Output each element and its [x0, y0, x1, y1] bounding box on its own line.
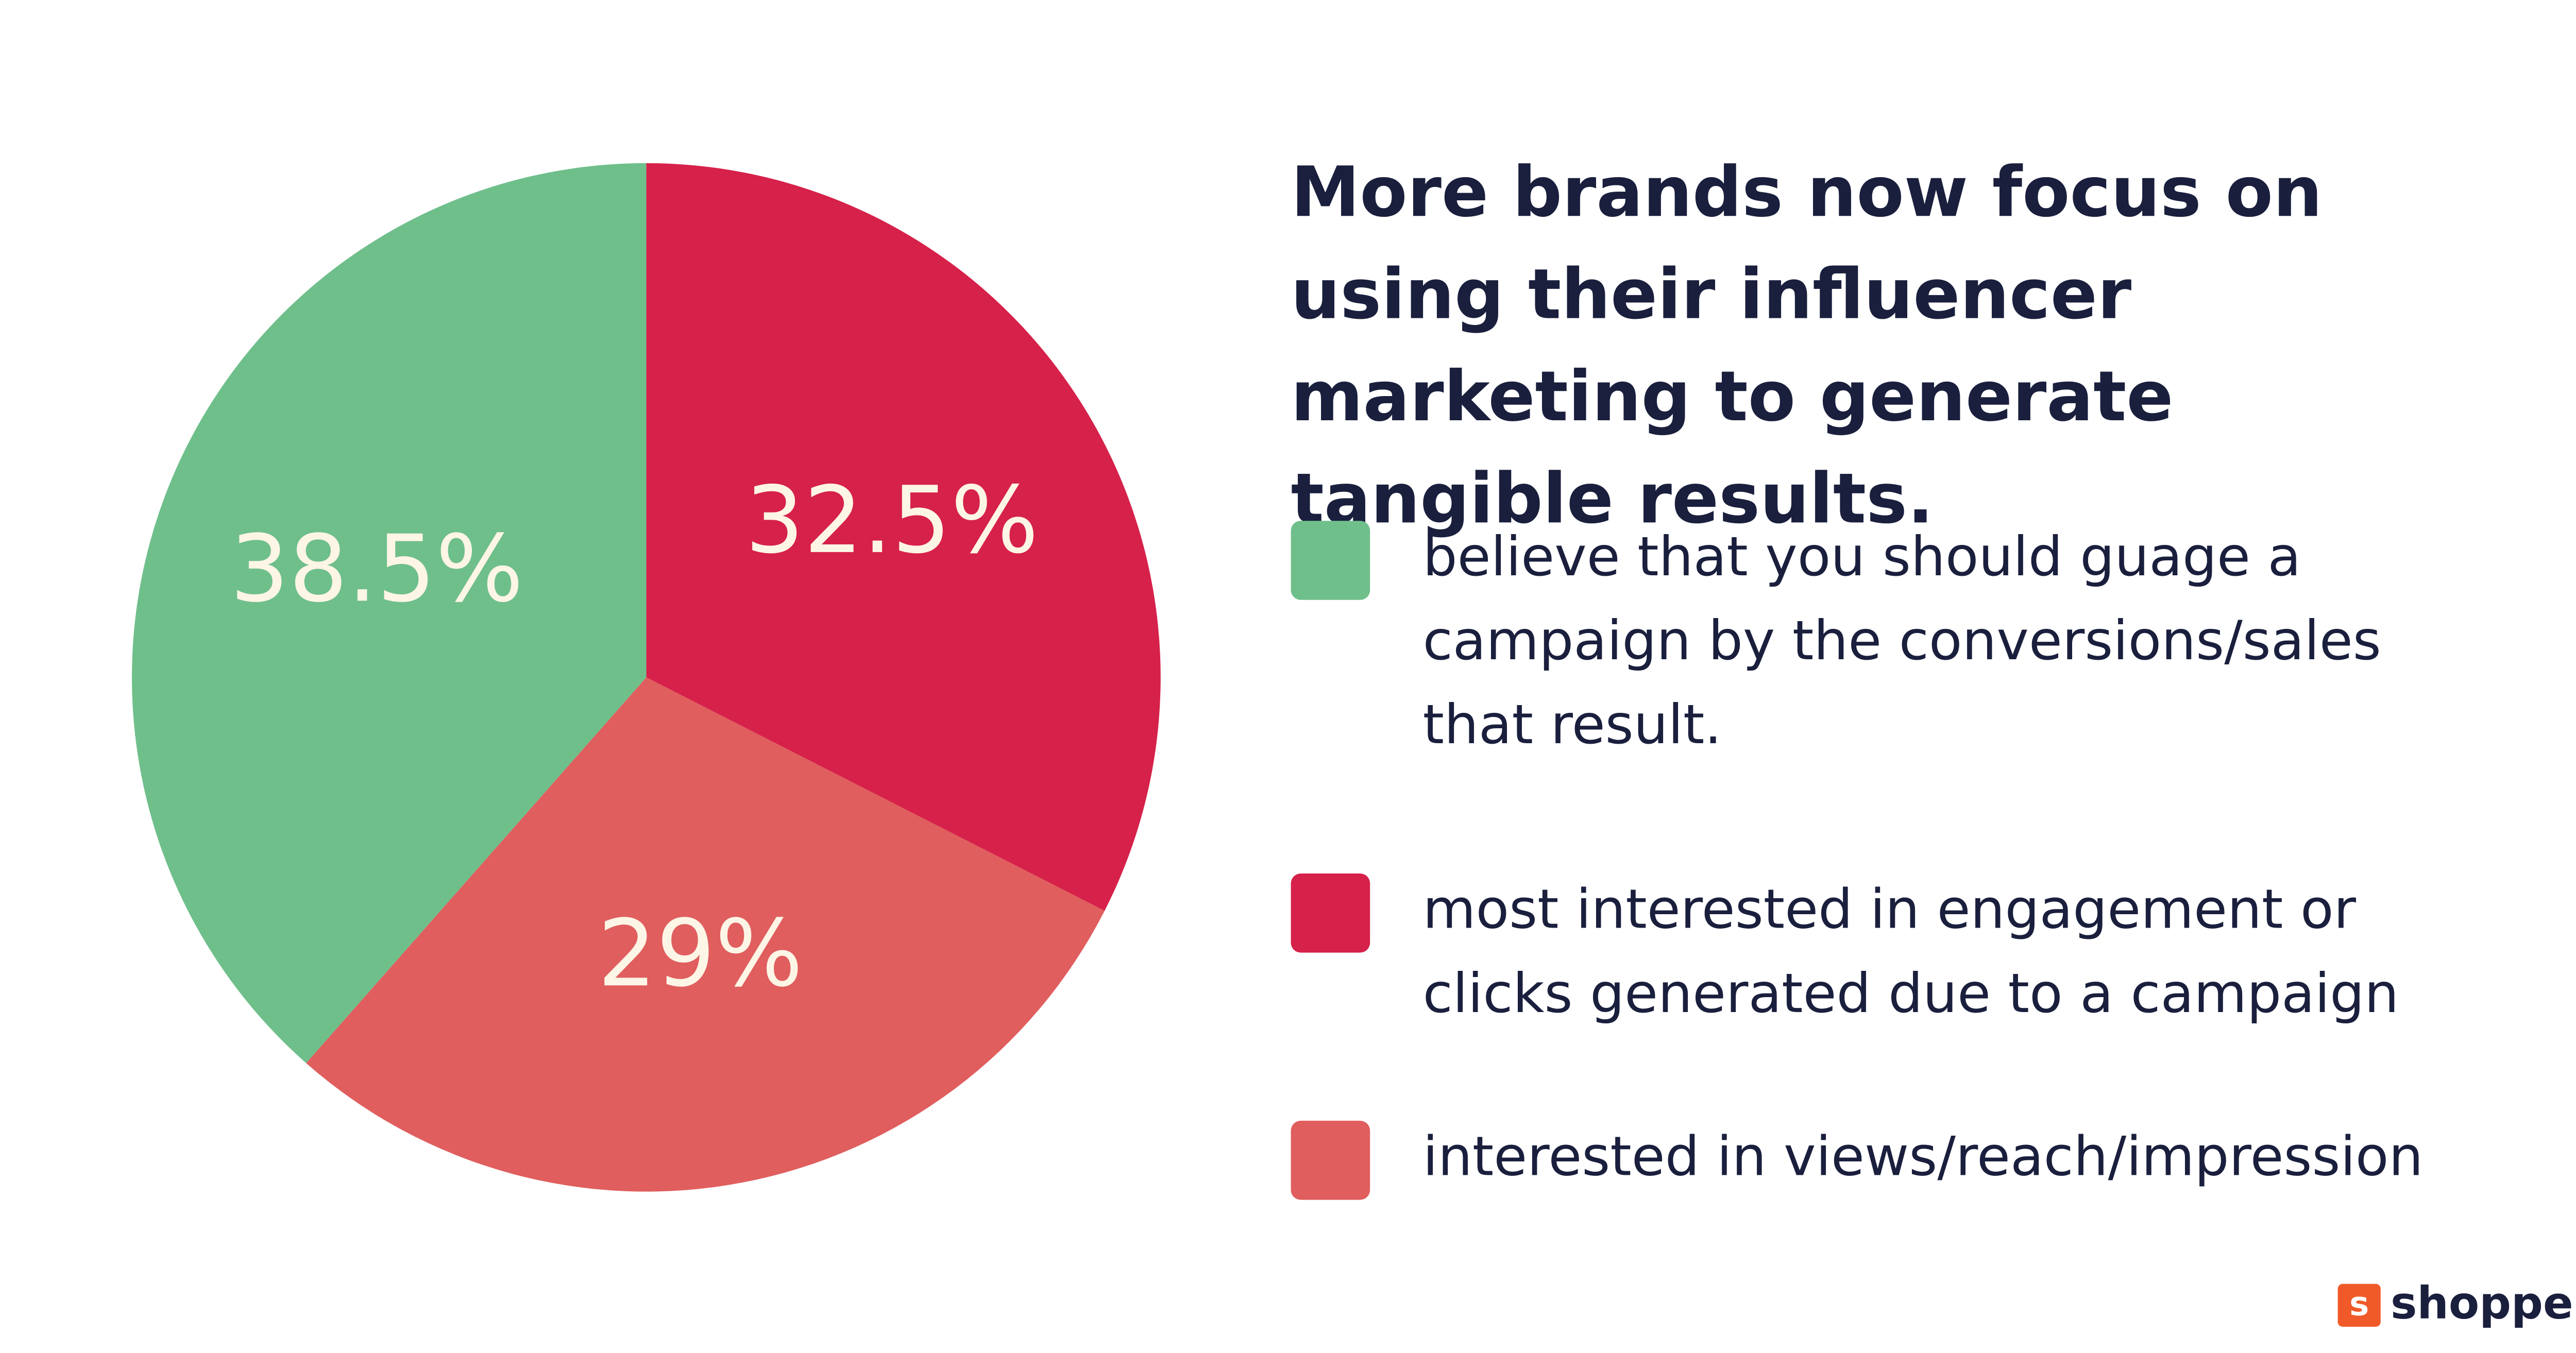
chart-title: More brands now focus on using their inf…	[1291, 151, 2323, 539]
value-label: 32.5%	[745, 467, 1038, 574]
value-label: 29%	[598, 900, 803, 1007]
legend-swatch	[1291, 874, 1370, 953]
pie-slice	[306, 677, 1105, 1192]
pie-chart: 32.5% 29% 38.5%	[131, 163, 1161, 1192]
legend-label: interested in views/reach/impression	[1422, 1124, 2424, 1189]
legend-swatch	[1291, 521, 1370, 600]
pie-slice	[131, 163, 647, 1064]
legend-label: most interested in engagement or clicks …	[1422, 877, 2399, 1025]
value-label: 38.5%	[230, 516, 523, 623]
logo-text: shopper	[2391, 1279, 2576, 1330]
legend-swatch	[1291, 1121, 1370, 1200]
pie-slice	[646, 163, 1161, 911]
logo: s shopper	[2337, 1279, 2576, 1330]
legend-label: believe that you should guage a campaign…	[1422, 524, 2381, 757]
logo-icon: s	[2337, 1283, 2381, 1326]
